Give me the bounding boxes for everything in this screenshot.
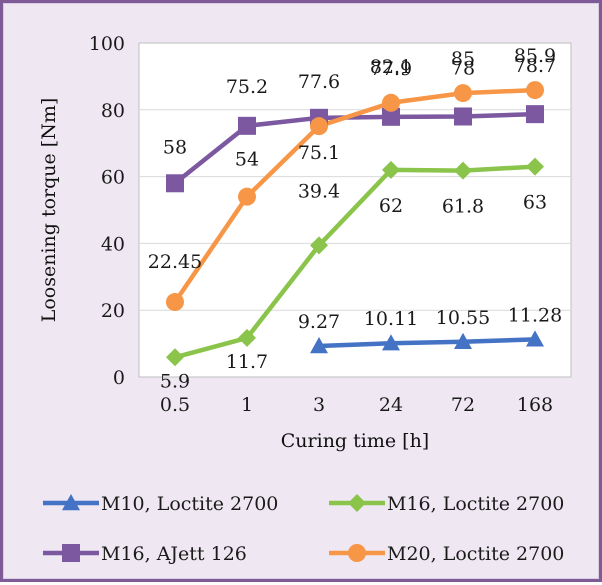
data-point-m16-loctite-2700: [310, 236, 328, 255]
data-point-m16-ajett-126: [166, 174, 184, 193]
data-label-m20-loctite-2700: 54: [235, 149, 259, 171]
legend-marker-m16-loctite-2700: [348, 494, 366, 512]
data-point-m16-loctite-2700: [166, 348, 184, 367]
legend-marker-m20-loctite-2700: [348, 544, 366, 562]
series-line-m20-loctite-2700: [173, 87, 536, 304]
data-point-m16-ajett-126: [454, 107, 472, 126]
data-label-m16-ajett-126: 78.7: [514, 55, 556, 77]
data-point-m10-loctite-2700: [454, 332, 472, 349]
data-label-m16-loctite-2700: 62: [379, 195, 403, 217]
data-label-m20-loctite-2700: 82.1: [370, 56, 412, 78]
series-line-m16-loctite-2700: [174, 164, 536, 360]
series-lines: [173, 87, 536, 360]
data-label-m16-ajett-126: 75.2: [226, 76, 268, 98]
data-point-m20-loctite-2700: [382, 93, 400, 112]
y-tick-label: 60: [101, 167, 125, 189]
y-tick-label: 80: [101, 100, 125, 122]
y-tick-label: 20: [101, 300, 125, 322]
data-label-m20-loctite-2700: 85: [451, 48, 475, 70]
legend: M10, Loctite 2700 M16, Loctite 2700 M16, A…: [43, 493, 564, 565]
legend-marker-m10-loctite-2700: [62, 494, 80, 511]
x-tick-label: 3: [313, 394, 325, 416]
data-label-m20-loctite-2700: 22.45: [148, 251, 202, 273]
legend-label-m10-loctite-2700: M10, Loctite 2700: [101, 493, 278, 515]
data-point-m16-loctite-2700: [382, 160, 400, 179]
y-axis-title: Loosening torque [Nm]: [38, 98, 60, 323]
series-line-m10-loctite-2700: [318, 337, 536, 349]
x-tick-label: 168: [517, 394, 553, 416]
data-point-m10-loctite-2700: [310, 337, 328, 354]
data-point-m16-loctite-2700: [454, 161, 472, 180]
series-line-m16-ajett-126: [173, 111, 536, 186]
data-label-m10-loctite-2700: 9.27: [298, 311, 340, 333]
data-point-m16-ajett-126: [238, 116, 256, 135]
y-tick-label: 100: [89, 33, 125, 55]
data-labels: 9.27 10.11 10.55 11.28 5.9 11.7 39.4 62 61.8 63 58…: [148, 45, 562, 392]
x-tick-label: 0.5: [160, 394, 190, 416]
data-point-m10-loctite-2700: [526, 330, 544, 347]
data-label-m16-loctite-2700: 39.4: [298, 180, 340, 202]
data-label-m16-loctite-2700: 5.9: [160, 370, 190, 392]
data-label-m16-ajett-126: 58: [163, 136, 187, 158]
x-tick-label: 72: [451, 394, 475, 416]
legend-label-m16-ajett-126: M16, AJett 126: [101, 543, 247, 565]
x-tick-label: 24: [379, 394, 403, 416]
data-label-m16-ajett-126: 77.6: [298, 71, 340, 93]
data-label-m10-loctite-2700: 11.28: [508, 304, 562, 326]
data-label-m16-loctite-2700: 61.8: [442, 196, 484, 218]
legend-marker-m16-ajett-126: [62, 544, 80, 562]
y-tick-label: 0: [113, 367, 125, 389]
line-chart: 0 20 40 60 80 100 0.5 1 3 24 72 168 9.27 10.11 10.55 1…: [38, 33, 572, 565]
data-label-m20-loctite-2700: 85.9: [514, 45, 556, 67]
data-point-m16-ajett-126: [526, 105, 544, 124]
data-point-m20-loctite-2700: [238, 187, 256, 206]
y-tick-label: 40: [101, 233, 125, 255]
data-point-m16-ajett-126: [382, 107, 400, 126]
gridlines: [139, 109, 571, 311]
data-label-m16-ajett-126: 77.9: [370, 58, 412, 80]
x-axis-title: Curing time [h]: [281, 430, 429, 452]
data-label-m16-ajett-126: 78: [451, 57, 475, 79]
data-label-m20-loctite-2700: 75.1: [298, 142, 340, 164]
data-point-m16-loctite-2700: [526, 157, 544, 176]
data-point-m20-loctite-2700: [526, 81, 544, 100]
data-point-m20-loctite-2700: [454, 84, 472, 103]
data-label-m16-loctite-2700: 63: [523, 192, 547, 214]
data-point-m10-loctite-2700: [382, 334, 400, 351]
data-label-m10-loctite-2700: 10.11: [364, 308, 418, 330]
data-point-m20-loctite-2700: [310, 117, 328, 136]
data-point-m16-loctite-2700: [238, 328, 256, 347]
x-tick-label: 1: [241, 394, 253, 416]
legend-label-m20-loctite-2700: M20, Loctite 2700: [387, 543, 564, 565]
data-label-m10-loctite-2700: 10.55: [436, 307, 490, 329]
axis-ticks: 0 20 40 60 80 100 0.5 1 3 24 72 168: [89, 33, 553, 416]
data-label-m16-loctite-2700: 11.7: [226, 351, 268, 373]
data-point-m20-loctite-2700: [166, 293, 184, 312]
series-markers: [166, 81, 544, 367]
legend-label-m16-loctite-2700: M16, Loctite 2700: [387, 493, 564, 515]
